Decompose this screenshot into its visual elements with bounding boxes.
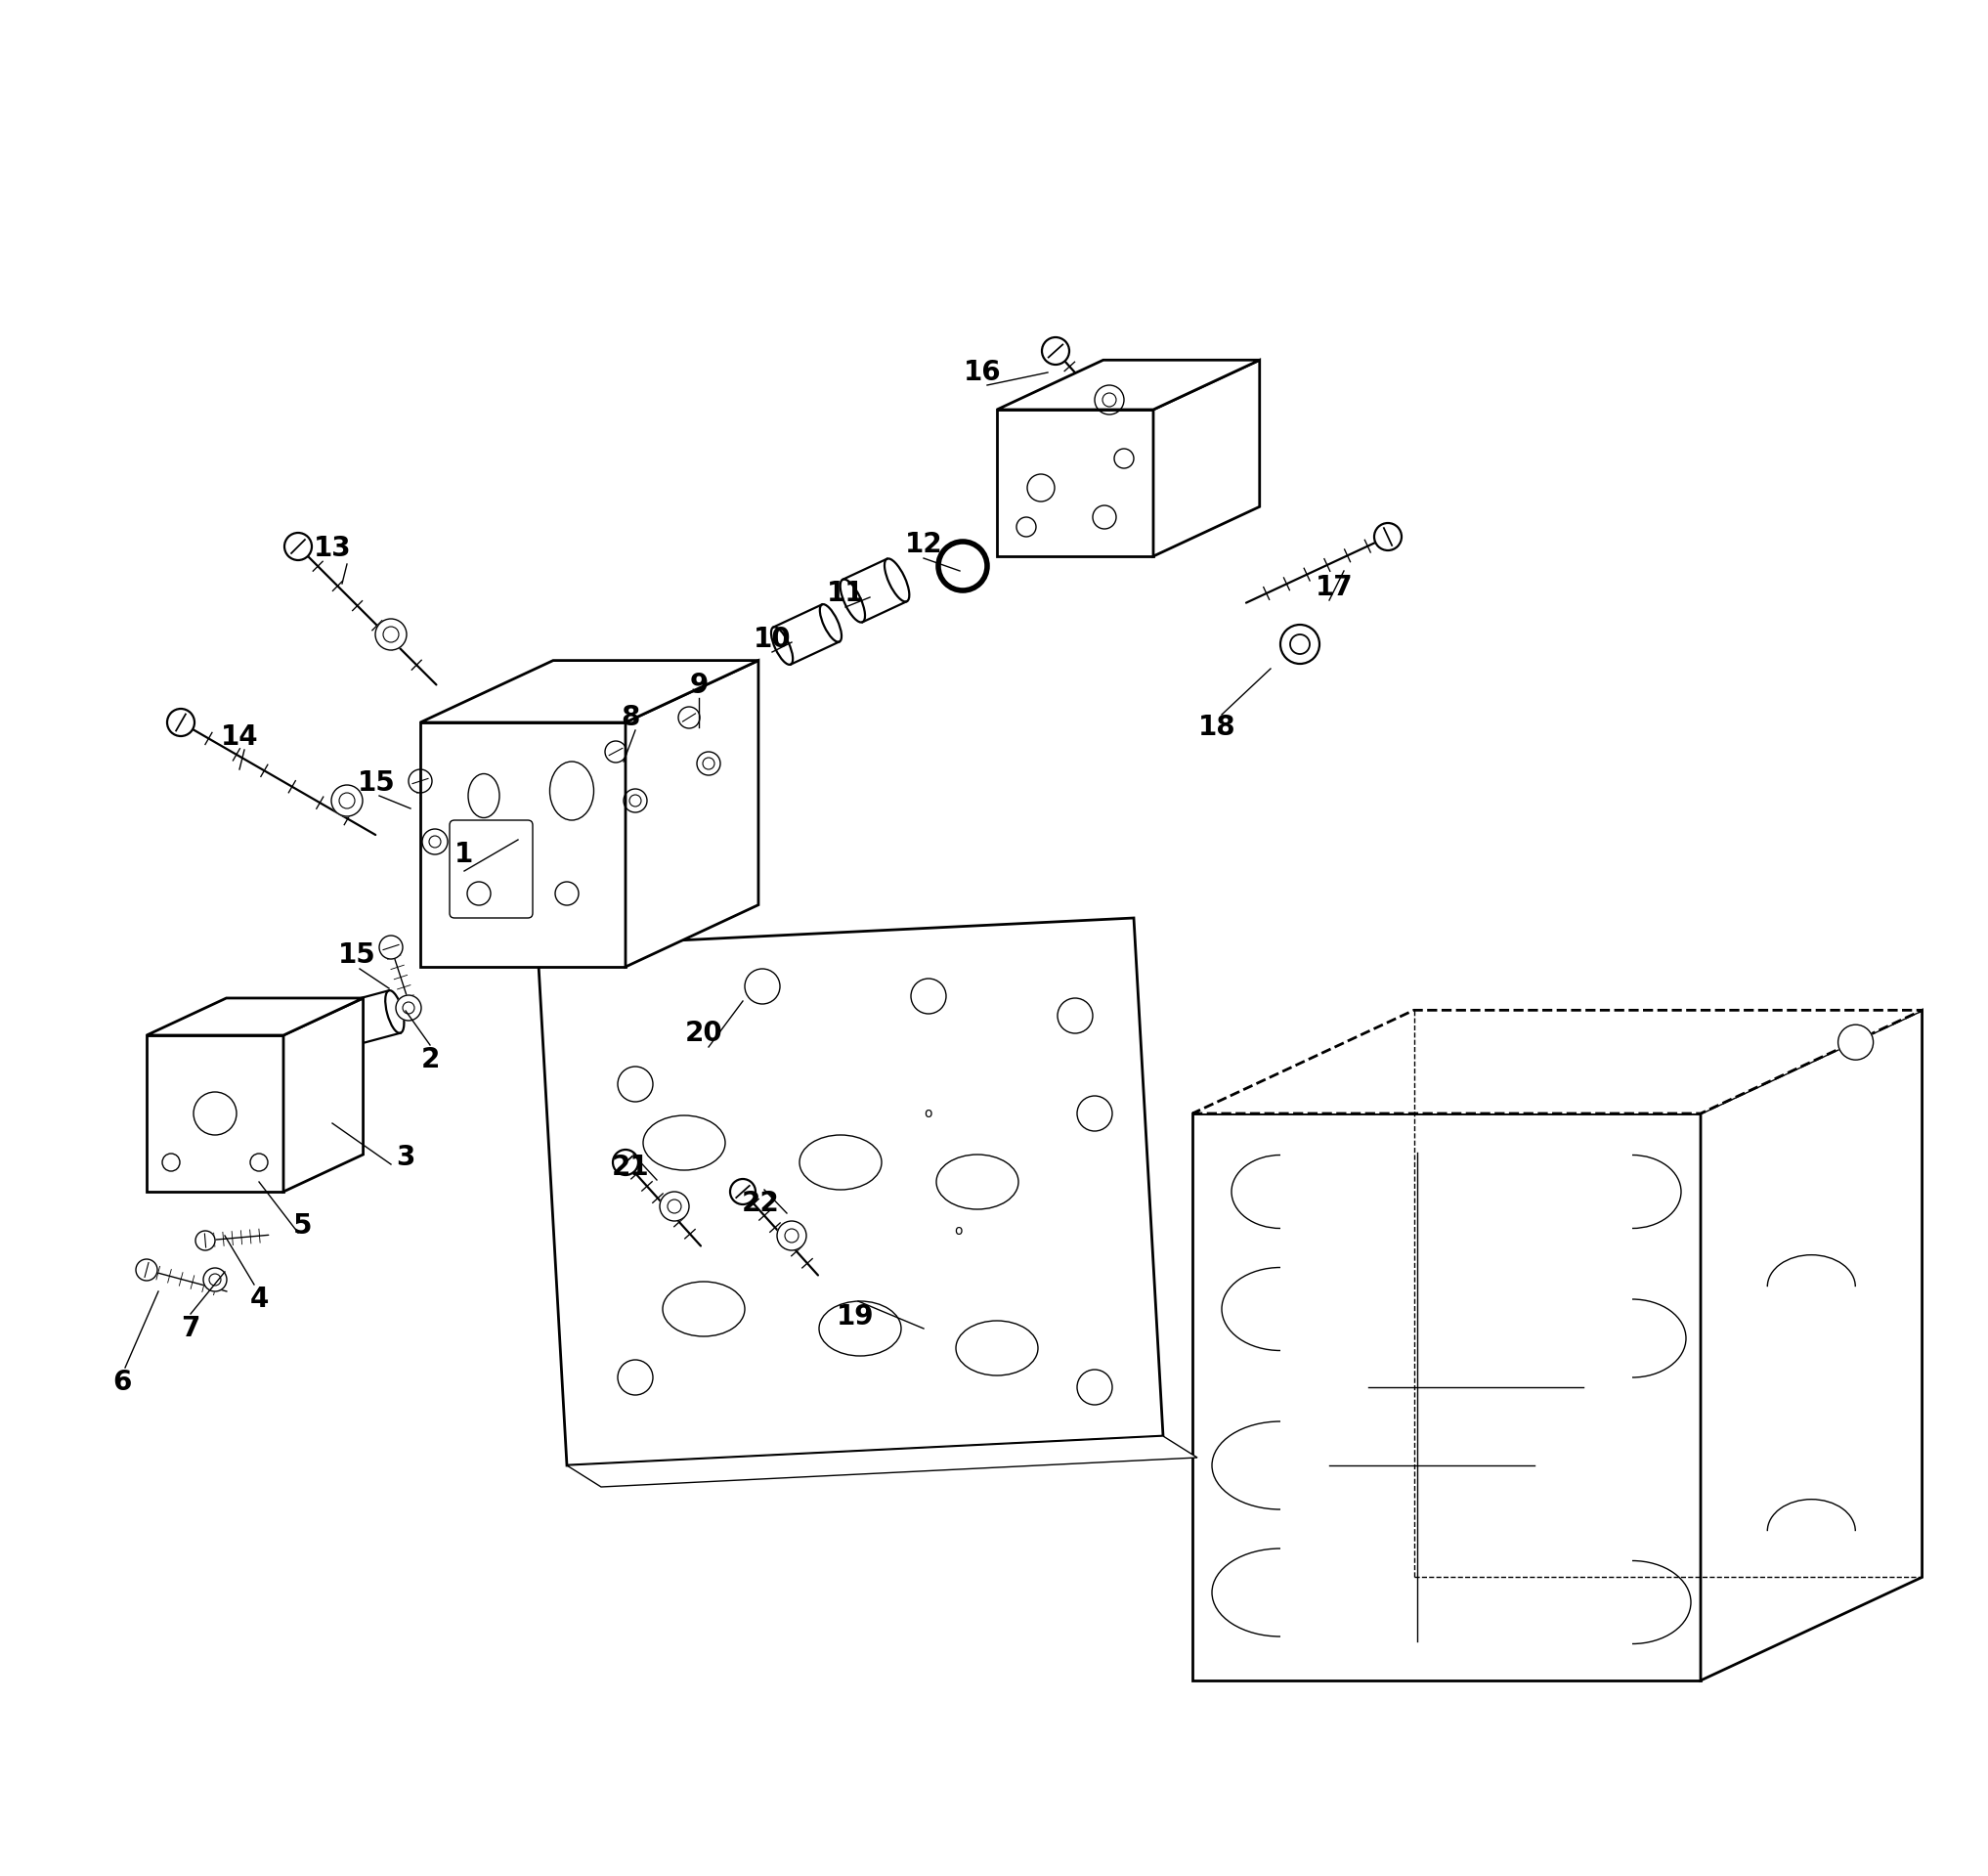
Circle shape (1028, 475, 1054, 501)
Polygon shape (1193, 1114, 1700, 1681)
Circle shape (624, 790, 646, 812)
Circle shape (1077, 1369, 1111, 1405)
Polygon shape (626, 660, 757, 966)
Circle shape (163, 1154, 179, 1171)
Circle shape (203, 1268, 227, 1291)
Circle shape (604, 741, 626, 762)
Text: o: o (924, 1107, 932, 1120)
Circle shape (1058, 998, 1093, 1034)
Circle shape (1077, 1096, 1111, 1131)
Text: 6: 6 (113, 1369, 131, 1396)
Circle shape (911, 979, 946, 1013)
Text: 11: 11 (827, 580, 865, 608)
Circle shape (1839, 1024, 1873, 1060)
Polygon shape (419, 660, 757, 722)
Polygon shape (1700, 1009, 1922, 1681)
Text: 13: 13 (314, 535, 352, 563)
Text: 15: 15 (358, 769, 396, 797)
Text: 8: 8 (620, 704, 640, 732)
Circle shape (1016, 518, 1036, 537)
Circle shape (777, 1221, 807, 1249)
Polygon shape (147, 1036, 284, 1191)
Text: 19: 19 (837, 1304, 875, 1330)
Text: 10: 10 (753, 627, 791, 653)
Circle shape (250, 1154, 268, 1171)
Text: 7: 7 (181, 1315, 201, 1341)
Circle shape (1113, 448, 1133, 469)
Circle shape (678, 707, 700, 728)
Circle shape (376, 619, 408, 651)
Circle shape (730, 1178, 755, 1204)
Polygon shape (419, 722, 626, 966)
Circle shape (1093, 505, 1115, 529)
Circle shape (746, 968, 779, 1004)
Text: 17: 17 (1316, 574, 1354, 600)
Text: o: o (954, 1223, 962, 1238)
Text: 22: 22 (742, 1189, 779, 1218)
Text: 5: 5 (294, 1212, 312, 1240)
Circle shape (555, 882, 579, 906)
Circle shape (698, 752, 720, 775)
Text: 14: 14 (221, 724, 258, 750)
Text: 1: 1 (455, 840, 473, 869)
FancyBboxPatch shape (449, 820, 533, 917)
Circle shape (167, 709, 195, 735)
Polygon shape (537, 917, 1163, 1465)
Circle shape (612, 1150, 638, 1174)
Circle shape (1095, 385, 1123, 415)
Circle shape (380, 936, 404, 959)
Polygon shape (996, 360, 1260, 409)
Text: 16: 16 (964, 358, 1002, 386)
Polygon shape (1153, 360, 1260, 557)
Circle shape (284, 533, 312, 561)
Text: 12: 12 (905, 531, 942, 559)
Text: 2: 2 (421, 1047, 439, 1073)
Text: 20: 20 (684, 1021, 724, 1047)
Circle shape (410, 769, 431, 794)
Text: 3: 3 (396, 1144, 415, 1171)
Text: 9: 9 (690, 672, 708, 700)
Circle shape (1042, 338, 1070, 364)
Circle shape (1280, 625, 1320, 664)
Circle shape (1374, 523, 1402, 550)
Text: 4: 4 (250, 1285, 268, 1313)
Circle shape (618, 1360, 652, 1396)
Text: 18: 18 (1199, 713, 1237, 741)
Polygon shape (147, 998, 364, 1036)
Circle shape (396, 994, 421, 1021)
Polygon shape (284, 998, 364, 1191)
Text: 15: 15 (338, 942, 376, 968)
Circle shape (195, 1231, 215, 1249)
Circle shape (421, 829, 447, 854)
Polygon shape (1193, 1009, 1922, 1114)
Circle shape (660, 1191, 690, 1221)
Circle shape (332, 784, 362, 816)
Circle shape (467, 882, 491, 906)
Text: 21: 21 (612, 1154, 650, 1180)
Circle shape (618, 1067, 652, 1101)
Polygon shape (567, 1437, 1197, 1488)
Circle shape (193, 1092, 237, 1135)
Polygon shape (996, 409, 1153, 557)
Circle shape (135, 1259, 157, 1281)
